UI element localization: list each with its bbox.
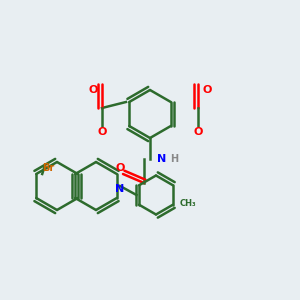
Text: O: O bbox=[97, 127, 107, 137]
Text: O: O bbox=[202, 85, 212, 95]
Text: CH₃: CH₃ bbox=[179, 200, 196, 208]
Text: Br: Br bbox=[42, 163, 54, 173]
Text: O: O bbox=[115, 163, 125, 173]
Text: O: O bbox=[88, 85, 98, 95]
Text: N: N bbox=[116, 184, 124, 194]
Text: H: H bbox=[170, 154, 178, 164]
Text: O: O bbox=[193, 127, 203, 137]
Text: N: N bbox=[158, 154, 166, 164]
